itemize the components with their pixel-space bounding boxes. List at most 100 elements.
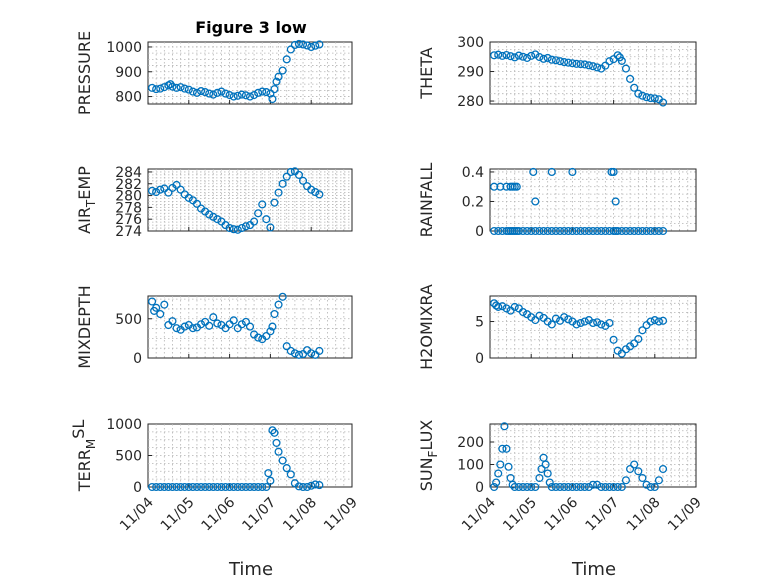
data-point (294, 39, 304, 49)
data-point (494, 469, 503, 478)
data-point (580, 482, 589, 492)
data-point (518, 226, 528, 236)
x-tick-label: 11/07 (239, 495, 279, 535)
y-tick-label: 280 (457, 94, 484, 110)
y-tick-label: 1000 (106, 40, 142, 56)
data-point (638, 473, 647, 483)
data-point (588, 480, 598, 489)
y-axis-label-base: AIR (75, 207, 94, 234)
data-point (502, 50, 511, 60)
data-point (192, 199, 202, 208)
data-point (601, 482, 610, 492)
data-point (254, 333, 263, 342)
x-tick-label: 11/07 (583, 495, 623, 535)
data-point (638, 226, 647, 236)
data-point (258, 482, 267, 492)
data-point (650, 482, 659, 492)
y-axis-label: AIRTEMP (75, 166, 98, 234)
data-point (229, 482, 238, 492)
data-point (611, 197, 620, 206)
y-tick-label: 290 (457, 65, 484, 81)
data-point (205, 321, 214, 330)
data-point (298, 482, 308, 492)
data-point (245, 482, 255, 492)
data-point (311, 187, 320, 197)
data-point (634, 467, 643, 476)
data-point (658, 464, 668, 474)
data-point (580, 226, 589, 236)
y-axis-label: PRESSURE (75, 31, 94, 115)
data-point (539, 226, 548, 236)
data-point (597, 482, 606, 492)
y-axis-label-tail: LUX (417, 420, 436, 451)
data-point (609, 167, 618, 177)
data-point (617, 482, 626, 492)
data-point (572, 320, 581, 329)
data-point (176, 83, 185, 92)
data-point (270, 310, 279, 319)
data-point (315, 40, 324, 49)
data-point (286, 167, 295, 177)
y-axis-label: RAINFALL (417, 163, 436, 238)
data-point (225, 223, 234, 233)
data-point (545, 478, 554, 487)
data-point (274, 447, 283, 456)
data-point (547, 226, 556, 236)
y-tick-label: 278 (115, 200, 142, 216)
data-point (278, 292, 287, 301)
data-point (196, 320, 206, 329)
y-tick-label: 500 (115, 449, 142, 465)
data-point (494, 226, 503, 236)
data-point (282, 55, 291, 64)
data-point (551, 314, 560, 323)
data-point (266, 223, 275, 232)
data-point (654, 226, 663, 236)
y-tick-label: 0 (133, 351, 142, 367)
data-point (245, 92, 255, 101)
data-point (547, 167, 556, 177)
data-point (205, 482, 214, 492)
data-point (166, 80, 175, 89)
data-point (217, 482, 226, 492)
y-tick-label: 1000 (106, 417, 142, 433)
y-axis-label-base: H2OMIXRA (417, 284, 436, 370)
data-point (514, 482, 523, 492)
data-point (172, 180, 181, 189)
data-point (290, 40, 299, 50)
data-point (535, 226, 544, 236)
data-point (535, 311, 544, 320)
data-point (654, 317, 663, 326)
data-point (510, 482, 519, 492)
data-point (262, 215, 271, 224)
data-point (148, 83, 157, 92)
data-point (547, 482, 556, 492)
data-point (160, 482, 169, 492)
data-point (547, 55, 556, 64)
data-point (527, 226, 536, 236)
data-point (152, 187, 161, 197)
data-point (176, 185, 185, 194)
data-point (303, 41, 312, 50)
y-tick-label: 200 (457, 435, 484, 451)
data-point (498, 444, 507, 453)
data-point (593, 63, 602, 72)
data-point (564, 58, 573, 67)
data-point (646, 226, 655, 236)
data-point (597, 226, 606, 236)
data-point (601, 226, 610, 236)
data-point (278, 179, 287, 188)
data-point (184, 482, 193, 492)
y-axis-label: SUNFLUX (417, 420, 440, 492)
data-point (233, 482, 242, 492)
data-point (613, 226, 622, 236)
data-point (568, 226, 577, 236)
data-point (531, 316, 540, 325)
data-point (523, 53, 532, 62)
axes-box (147, 423, 353, 488)
y-axis-label-base: SUN (417, 457, 436, 491)
data-point (518, 52, 528, 61)
subplot-4: 0 0.2 0.4 RAINFALL (417, 163, 697, 240)
data-point (254, 209, 263, 218)
data-point (617, 349, 626, 358)
